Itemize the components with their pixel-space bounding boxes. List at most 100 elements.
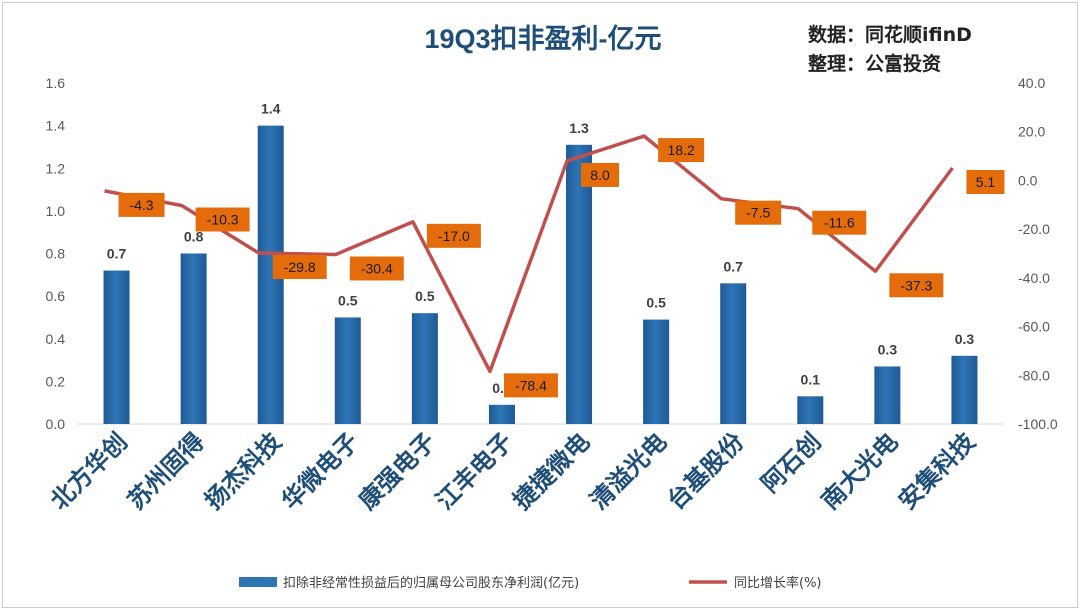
bar [488,404,515,424]
growth-line-series [104,134,954,374]
bar [720,283,747,424]
growth-label: -30.4 [349,256,404,281]
growth-value-label: -4.3 [129,197,153,213]
category-label: 华微电子 [276,427,364,515]
legend-bar-swatch [239,577,277,587]
bar [797,396,824,424]
category-label: 南大光电 [815,427,903,515]
category-label: 康强电子 [353,427,441,515]
bar-value-label: 1.3 [569,120,589,136]
growth-value-label: -10.3 [207,212,239,228]
right-axis-tick-label: -40.0 [1018,270,1050,286]
bar-value-label: 0.8 [184,229,204,245]
growth-label: -78.4 [503,373,558,398]
category-label: 江丰电子 [430,427,518,515]
chart-title: 19Q3扣非盈利-亿元 [424,24,661,54]
growth-label-box [349,256,404,281]
bar-value-label: 0.5 [415,288,435,304]
bar-value-label: 0.3 [955,331,975,347]
growth-value-label: -17.0 [438,228,470,244]
growth-label-box [889,273,944,298]
category-label: 捷捷微电 [507,427,595,515]
left-axis-tick-label: 0.2 [46,373,66,389]
left-axis-tick-label: 1.6 [46,75,66,91]
growth-label-box [966,170,1005,195]
right-axis-tick-label: 40.0 [1018,75,1045,91]
growth-label-box [658,138,705,163]
category-label: 安集科技 [892,426,981,515]
left-axis-tick-label: 0.4 [46,331,66,347]
bar-value-label: 0.7 [107,246,127,262]
growth-label-box [272,255,327,280]
growth-value-label: -11.6 [824,215,855,231]
growth-value-label: -29.8 [284,259,316,275]
bar [643,319,670,424]
category-label: 苏州固得 [121,427,209,515]
bar-value-label: 0.5 [338,292,358,308]
bar-value-label: 0.5 [646,295,666,311]
left-axis-tick-label: 0.6 [46,288,66,304]
growth-label-box [426,223,481,248]
left-axis: 0.0 0.2 0.4 0.6 0.8 1.0 1.2 1.4 1.6 [46,75,1003,432]
growth-label-box [581,162,620,187]
category-label: 清溢光电 [584,427,672,515]
left-axis-tick-label: 0.8 [46,246,66,262]
bar [951,355,978,424]
category-label: 台基股份 [661,426,750,515]
legend-line-label: 同比增长率(%) [734,575,822,591]
growth-label-box [735,200,782,225]
growth-label: 8.0 [581,162,620,187]
chart-canvas: 0.00.20.40.60.81.01.21.41.6 -100.0-80.0-… [44,23,1058,591]
right-axis-tick-label: 20.0 [1018,124,1045,140]
right-axis-tick-label: -20.0 [1018,221,1050,237]
right-axis-tick-label: 0.0 [1018,172,1038,188]
legend: 扣除非经常性损益后的归属母公司股东净利润(亿元) 同比增长率(%) [239,575,822,591]
category-label: 扬杰科技 [199,426,288,515]
growth-label: 18.2 [658,138,705,163]
right-axis-tick-label: -80.0 [1018,367,1050,383]
left-axis-tick-label: 1.2 [46,160,66,176]
right-axis-tick-label: -100.0 [1018,416,1058,432]
growth-label-box [118,192,165,217]
bar [103,270,130,424]
growth-label: -10.3 [195,207,250,232]
right-axis-tick-label: -60.0 [1018,319,1050,335]
bar [334,317,361,424]
bar-value-label: 0.1 [801,371,821,387]
growth-value-label: -7.5 [746,205,770,221]
growth-label: -17.0 [426,223,481,248]
growth-label: -37.3 [889,273,944,298]
growth-label: -4.3 [118,192,165,217]
source-line-2: 整理：公富投资 [808,52,941,75]
growth-value-label: -37.3 [900,277,932,293]
growth-line [104,134,954,374]
left-axis-tick-label: 1.0 [46,203,66,219]
category-label: 阿石创 [755,427,826,498]
growth-value-label: 5.1 [976,174,996,190]
bar-value-label: 0.3 [878,341,898,357]
growth-value-label: -78.4 [515,377,547,393]
bar [874,366,901,424]
growth-label: -29.8 [272,255,327,280]
bar-value-label: 1.4 [261,101,281,117]
right-axis: -100.0 -80.0 -60.0 -40.0 -20.0 0.0 20.0 40.0 [1018,75,1058,432]
left-axis-tick-label: 0.0 [46,416,66,432]
bar [411,313,438,424]
growth-value-label: 8.0 [590,167,610,183]
bar [180,253,207,424]
bar-value-label: 0.7 [723,258,743,274]
growth-value-label: -30.4 [361,260,393,276]
growth-label: -11.6 [812,210,867,235]
bar [566,144,593,424]
category-label: 北方华创 [44,427,132,515]
growth-data-labels: -4.3 -10.3 -29.8 -30.4 -17.0 -78.4 8.0 18.2 -7.5… [118,138,1005,398]
growth-value-label: 18.2 [668,142,695,158]
left-axis-tick-label: 1.4 [46,118,66,134]
growth-label-box [503,373,558,398]
growth-label-box [195,207,250,232]
legend-bar-label: 扣除非经常性损益后的归属母公司股东净利润(亿元) [283,575,579,591]
source-line-1: 数据：同花顺ifinD [808,23,972,46]
growth-label: 5.1 [966,170,1005,195]
